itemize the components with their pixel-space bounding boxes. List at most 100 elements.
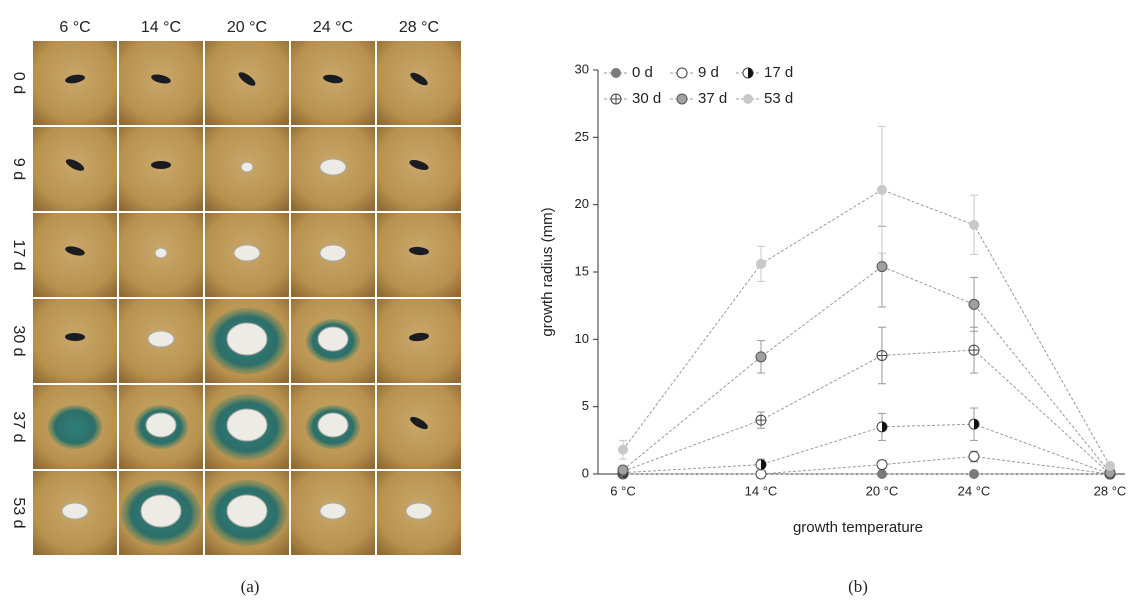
y-tick-label: 30 [575, 61, 589, 76]
marker [877, 469, 887, 479]
colony [234, 245, 260, 261]
x-tick-label: 28 °C [1094, 483, 1127, 498]
row-label: 53 d [10, 497, 27, 528]
marker [756, 460, 766, 470]
marker-dot [756, 352, 766, 362]
column-label: 20 °C [227, 19, 267, 36]
marker [611, 68, 621, 78]
marker-dot [877, 460, 887, 470]
marker-dot [969, 299, 979, 309]
page: {"panel_a": {"columns": ["6 °C", "14 °C"… [0, 0, 1136, 605]
legend-label: 17 d [764, 64, 793, 81]
marker [969, 469, 979, 479]
colony [227, 409, 267, 441]
marker-dot [743, 94, 753, 104]
y-tick-label: 20 [575, 196, 589, 211]
y-tick-label: 5 [582, 398, 589, 413]
row-label: 9 d [10, 158, 27, 180]
colony [155, 248, 167, 258]
row-label: 17 d [10, 239, 27, 270]
marker-dot [1105, 461, 1115, 471]
panel-label: (a) [241, 577, 260, 596]
colony [151, 161, 171, 169]
marker-dot [756, 469, 766, 479]
marker [969, 220, 979, 230]
marker-half [882, 422, 887, 432]
marker-dot [756, 259, 766, 269]
marker-dot [969, 451, 979, 461]
marker-dot [877, 469, 887, 479]
marker [877, 460, 887, 470]
marker-dot [877, 262, 887, 272]
marker-dot [618, 465, 628, 475]
marker-half [974, 419, 979, 429]
marker [743, 68, 753, 78]
legend-label: 9 d [698, 64, 719, 81]
figure: 6 °C 14 °C 20 °C 24 °C 28 °C 0 d 9 d 17 d 30 d 37… [0, 0, 1136, 605]
series-line [623, 456, 1110, 474]
colony [148, 331, 174, 347]
series-line [623, 424, 1110, 474]
marker [877, 262, 887, 272]
panel-label: (b) [848, 577, 868, 596]
colony [141, 495, 181, 527]
marker [756, 259, 766, 269]
column-label: 14 °C [141, 19, 181, 36]
x-tick-label: 14 °C [745, 483, 778, 498]
legend-label: 0 d [632, 64, 653, 81]
x-tick-label: 20 °C [866, 483, 899, 498]
marker [677, 68, 687, 78]
marker [756, 415, 766, 425]
colony [320, 159, 346, 175]
colony [62, 503, 88, 519]
row-label: 37 d [10, 411, 27, 442]
colony [320, 245, 346, 261]
y-tick-label: 0 [582, 465, 589, 480]
legend-label: 53 d [764, 90, 793, 107]
y-tick-label: 25 [575, 129, 589, 144]
marker [677, 94, 687, 104]
y-tick-label: 10 [575, 331, 589, 346]
colony [318, 413, 348, 437]
marker [969, 451, 979, 461]
marker [877, 422, 887, 432]
y-tick-label: 15 [575, 263, 589, 278]
row-label: 0 d [10, 72, 27, 94]
marker [1105, 461, 1115, 471]
column-label: 28 °C [399, 19, 439, 36]
marker-half [761, 460, 766, 470]
colony [241, 162, 253, 172]
marker [756, 469, 766, 479]
marker [756, 352, 766, 362]
colony [227, 495, 267, 527]
marker [969, 299, 979, 309]
marker [877, 350, 887, 360]
marker [969, 345, 979, 355]
halo [48, 405, 102, 449]
marker [618, 465, 628, 475]
legend-label: 37 d [698, 90, 727, 107]
x-tick-label: 6 °C [610, 483, 635, 498]
marker-dot [611, 68, 621, 78]
marker-dot [969, 469, 979, 479]
column-label: 24 °C [313, 19, 353, 36]
series-line [623, 190, 1110, 466]
colony [318, 327, 348, 351]
marker-half [748, 68, 753, 78]
colony [320, 503, 346, 519]
series-line [623, 350, 1110, 474]
marker-dot [877, 185, 887, 195]
row-label: 30 d [10, 325, 27, 356]
marker-dot [969, 220, 979, 230]
marker [743, 94, 753, 104]
marker [877, 185, 887, 195]
x-tick-label: 24 °C [958, 483, 991, 498]
y-axis-title: growth radius (mm) [539, 207, 556, 336]
column-label: 6 °C [59, 19, 90, 36]
legend-label: 30 d [632, 90, 661, 107]
colony [146, 413, 176, 437]
series-line [623, 267, 1110, 473]
photo-grid: 6 °C 14 °C 20 °C 24 °C 28 °C 0 d 9 d 17 d 30 d 37… [10, 19, 461, 555]
marker-dot [677, 68, 687, 78]
marker [611, 94, 621, 104]
